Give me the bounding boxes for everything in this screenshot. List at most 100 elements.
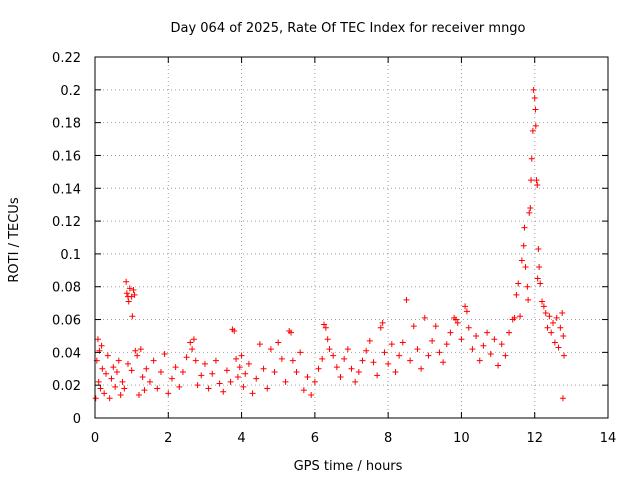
y-tick-labels: 0 0.02 0.04 0.06 0.08 0.1 0.12 0.14 0.16 0.18 0.2 0… bbox=[52, 51, 81, 427]
data-point bbox=[527, 204, 534, 211]
data-point bbox=[322, 324, 329, 331]
data-point bbox=[150, 357, 157, 364]
data-point bbox=[526, 209, 533, 216]
data-point bbox=[513, 291, 520, 298]
data-point bbox=[293, 369, 300, 376]
data-point bbox=[249, 390, 256, 397]
data-point bbox=[355, 369, 362, 376]
data-point bbox=[143, 365, 150, 372]
y-tick-label: 0.08 bbox=[52, 281, 81, 296]
data-point bbox=[97, 385, 104, 392]
data-point bbox=[525, 296, 532, 303]
data-point bbox=[289, 357, 296, 364]
data-point bbox=[104, 352, 111, 359]
axis-ticks bbox=[94, 56, 609, 419]
data-point bbox=[128, 367, 135, 374]
plot-border bbox=[94, 56, 609, 419]
data-point bbox=[532, 122, 539, 129]
data-point bbox=[551, 339, 558, 346]
plot-frame bbox=[94, 56, 609, 419]
data-point bbox=[458, 336, 465, 343]
data-point bbox=[209, 370, 216, 377]
data-point bbox=[352, 378, 359, 385]
data-point bbox=[117, 392, 124, 399]
data-point bbox=[115, 357, 122, 364]
data-point bbox=[498, 341, 505, 348]
data-point bbox=[220, 388, 227, 395]
y-tick-label: 0.22 bbox=[52, 51, 81, 66]
data-point bbox=[436, 349, 443, 356]
data-point bbox=[399, 339, 406, 346]
data-point bbox=[407, 357, 414, 364]
data-point bbox=[522, 264, 529, 271]
data-point bbox=[559, 309, 566, 316]
data-point bbox=[326, 346, 333, 353]
data-point bbox=[535, 245, 542, 252]
data-point bbox=[502, 352, 509, 359]
data-point bbox=[473, 332, 480, 339]
data-point bbox=[348, 365, 355, 372]
data-points bbox=[92, 86, 568, 402]
x-tick-label: 14 bbox=[600, 431, 617, 446]
data-point bbox=[154, 385, 161, 392]
data-point bbox=[271, 369, 278, 376]
data-point bbox=[559, 395, 566, 402]
data-point bbox=[137, 346, 144, 353]
data-point bbox=[396, 352, 403, 359]
y-tick-label: 0.16 bbox=[52, 149, 81, 164]
data-point bbox=[260, 365, 267, 372]
data-point bbox=[491, 336, 498, 343]
data-point bbox=[233, 355, 240, 362]
x-tick-label: 8 bbox=[384, 431, 392, 446]
data-point bbox=[110, 364, 117, 371]
data-point bbox=[528, 177, 535, 184]
data-point bbox=[403, 296, 410, 303]
data-point bbox=[421, 314, 428, 321]
y-tick-label: 0.18 bbox=[52, 117, 81, 132]
y-tick-label: 0.12 bbox=[52, 215, 81, 230]
x-tick-label: 0 bbox=[91, 431, 99, 446]
data-point bbox=[330, 352, 337, 359]
data-point bbox=[201, 360, 208, 367]
x-tick-label: 10 bbox=[453, 431, 470, 446]
data-point bbox=[311, 378, 318, 385]
data-point bbox=[315, 365, 322, 372]
data-point bbox=[282, 378, 289, 385]
data-point bbox=[381, 349, 388, 356]
data-point bbox=[560, 332, 567, 339]
y-axis-title: ROTI / TECUs bbox=[7, 197, 22, 282]
data-point bbox=[533, 177, 540, 184]
data-point bbox=[240, 383, 247, 390]
data-point bbox=[410, 323, 417, 330]
data-point bbox=[183, 354, 190, 361]
data-point bbox=[134, 352, 141, 359]
data-point bbox=[530, 86, 537, 93]
data-point bbox=[131, 291, 138, 298]
data-point bbox=[267, 346, 274, 353]
data-point bbox=[234, 373, 241, 380]
data-point bbox=[242, 370, 249, 377]
data-point bbox=[121, 385, 128, 392]
y-tick-label: 0 bbox=[73, 412, 81, 427]
y-tick-label: 0.14 bbox=[52, 182, 81, 197]
data-point bbox=[337, 373, 344, 380]
data-point bbox=[275, 339, 282, 346]
data-point bbox=[198, 372, 205, 379]
data-point bbox=[465, 324, 472, 331]
data-point bbox=[370, 359, 377, 366]
data-point bbox=[452, 316, 459, 323]
data-point bbox=[176, 383, 183, 390]
data-point bbox=[363, 347, 370, 354]
data-point bbox=[429, 337, 436, 344]
data-point bbox=[319, 355, 326, 362]
data-point bbox=[536, 264, 543, 271]
data-point bbox=[124, 360, 131, 367]
data-point bbox=[544, 324, 551, 331]
data-point bbox=[469, 346, 476, 353]
data-point bbox=[98, 342, 105, 349]
grid-lines bbox=[95, 57, 608, 418]
x-tick-label: 2 bbox=[164, 431, 172, 446]
y-tick-label: 0.1 bbox=[60, 248, 81, 263]
data-point bbox=[125, 298, 132, 305]
